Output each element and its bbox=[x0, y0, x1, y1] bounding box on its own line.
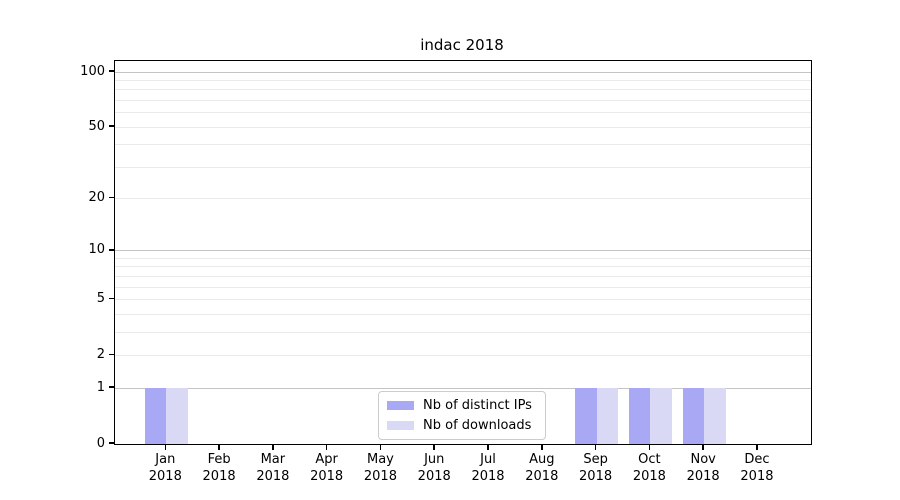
gridline-minor bbox=[115, 89, 811, 91]
chart-title: indac 2018 bbox=[420, 36, 504, 54]
gridline-minor bbox=[115, 166, 811, 168]
x-tick-label: Jun 2018 bbox=[417, 452, 451, 484]
gridline-minor bbox=[115, 100, 811, 102]
y-tick-label: 100 bbox=[80, 63, 105, 79]
gridline-minor bbox=[115, 313, 811, 315]
gridline-minor bbox=[115, 286, 811, 288]
gridline-minor bbox=[115, 126, 811, 128]
gridline-minor bbox=[115, 80, 811, 82]
y-tick-label: 10 bbox=[88, 242, 105, 258]
x-axis-tick bbox=[272, 444, 274, 450]
gridline-minor bbox=[115, 198, 811, 200]
legend-swatch-distinct-ips bbox=[387, 401, 414, 410]
x-axis-tick bbox=[379, 444, 382, 450]
x-tick-label: Apr 2018 bbox=[310, 452, 344, 484]
y-tick-label: 2 bbox=[96, 346, 105, 362]
gridline-minor bbox=[115, 275, 811, 277]
gridline-minor bbox=[115, 144, 811, 146]
x-tick-label: Oct 2018 bbox=[632, 452, 666, 484]
y-axis-tick bbox=[109, 249, 114, 251]
x-axis-tick bbox=[325, 444, 328, 450]
x-axis-tick bbox=[218, 444, 220, 450]
bar-distinct-ips bbox=[144, 388, 167, 444]
plot-area bbox=[114, 60, 812, 445]
y-tick-label: 1 bbox=[96, 379, 105, 395]
bar-distinct-ips bbox=[682, 388, 705, 444]
x-tick-label: Jan 2018 bbox=[148, 452, 182, 484]
bar-downloads bbox=[596, 388, 619, 444]
legend-item-distinct-ips: Nb of distinct IPs bbox=[387, 398, 536, 413]
bar-downloads bbox=[650, 388, 672, 444]
x-tick-label: Dec 2018 bbox=[740, 452, 774, 484]
bar-distinct-ips bbox=[575, 388, 597, 444]
x-axis-tick bbox=[648, 444, 651, 450]
y-tick-label: 20 bbox=[88, 190, 105, 206]
legend: Nb of distinct IPs Nb of downloads bbox=[378, 391, 546, 440]
gridline-minor bbox=[115, 331, 811, 333]
x-tick-label: Sep 2018 bbox=[579, 452, 613, 484]
gridline-major bbox=[115, 387, 811, 389]
legend-label-distinct-ips: Nb of distinct IPs bbox=[423, 398, 532, 413]
gridline-minor bbox=[115, 299, 811, 301]
x-axis-tick bbox=[433, 444, 435, 450]
gridline-major bbox=[115, 71, 811, 73]
x-axis-tick bbox=[541, 444, 543, 450]
gridline-minor bbox=[115, 354, 811, 356]
x-tick-label: Aug 2018 bbox=[525, 452, 559, 484]
gridline-minor bbox=[115, 112, 811, 114]
x-tick-label: Feb 2018 bbox=[202, 452, 236, 484]
y-axis-tick bbox=[109, 386, 114, 388]
y-tick-label: 50 bbox=[88, 118, 105, 134]
y-tick-label: 0 bbox=[96, 435, 105, 451]
gridline-minor bbox=[115, 266, 811, 268]
x-tick-label: May 2018 bbox=[363, 452, 397, 484]
x-axis-tick bbox=[164, 444, 167, 450]
bar-downloads bbox=[166, 388, 188, 444]
y-axis-tick bbox=[109, 442, 114, 444]
y-tick-label: 5 bbox=[96, 291, 105, 307]
x-tick-label: Nov 2018 bbox=[686, 452, 720, 484]
bar-distinct-ips bbox=[628, 388, 651, 444]
x-axis-tick bbox=[594, 444, 597, 450]
y-axis-tick bbox=[109, 70, 114, 72]
x-axis-tick bbox=[756, 444, 758, 450]
bar-downloads bbox=[704, 388, 726, 444]
gridline-major bbox=[115, 250, 811, 252]
y-axis-tick bbox=[109, 297, 114, 300]
y-axis-tick bbox=[109, 353, 114, 356]
x-axis-tick bbox=[487, 444, 489, 450]
x-tick-label: Jul 2018 bbox=[471, 452, 505, 484]
legend-label-downloads: Nb of downloads bbox=[423, 418, 532, 433]
legend-item-downloads: Nb of downloads bbox=[387, 418, 536, 433]
gridline-minor bbox=[115, 257, 811, 259]
legend-swatch-downloads bbox=[387, 421, 414, 430]
x-axis-tick bbox=[702, 444, 704, 450]
y-axis-tick bbox=[109, 125, 114, 127]
x-tick-label: Mar 2018 bbox=[256, 452, 290, 484]
y-axis-tick bbox=[109, 196, 114, 199]
